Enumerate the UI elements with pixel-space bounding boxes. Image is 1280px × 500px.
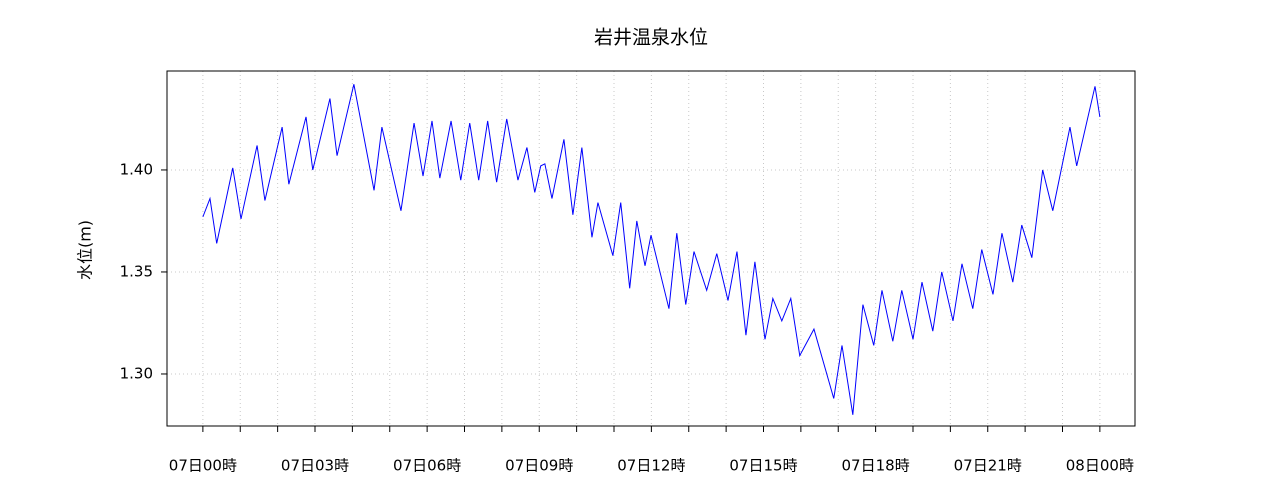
x-tick-label: 07日21時 (954, 457, 1022, 475)
chart-title: 岩井温泉水位 (594, 27, 708, 49)
x-tick-label: 07日09時 (505, 457, 573, 475)
x-tick-label: 08日00時 (1066, 457, 1134, 475)
y-tick-label: 1.40 (120, 160, 153, 178)
x-tick-label: 07日00時 (169, 457, 237, 475)
y-tick-label: 1.30 (120, 364, 153, 382)
plot-frame (166, 70, 1136, 427)
data-line (202, 84, 1101, 415)
y-tick-label: 1.35 (120, 262, 153, 280)
x-tick-label: 07日12時 (617, 457, 685, 475)
x-tick-label: 07日06時 (393, 457, 461, 475)
x-tick-label: 07日03時 (281, 457, 349, 475)
y-axis-label: 水位(m) (76, 220, 95, 280)
x-tick-label: 07日15時 (729, 457, 797, 475)
x-tick-label: 07日18時 (842, 457, 910, 475)
